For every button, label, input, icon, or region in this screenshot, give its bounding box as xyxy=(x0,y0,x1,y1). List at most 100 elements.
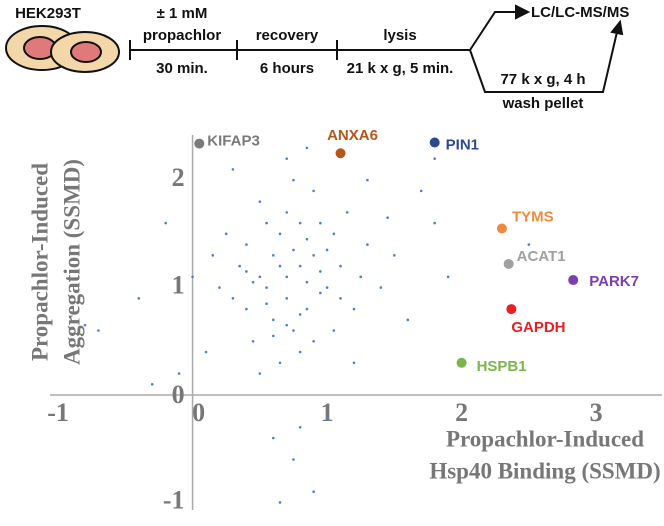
point xyxy=(271,318,275,322)
point xyxy=(352,307,356,311)
point xyxy=(245,243,248,246)
point xyxy=(312,254,315,257)
point xyxy=(292,178,295,182)
point xyxy=(265,286,268,289)
point xyxy=(218,286,221,289)
point xyxy=(231,297,235,300)
highlight-label: ANXA6 xyxy=(327,127,378,144)
point xyxy=(278,232,282,236)
highlight-label: GAPDH xyxy=(511,319,565,336)
point xyxy=(224,232,228,236)
point xyxy=(278,361,282,365)
point xyxy=(97,329,100,332)
point xyxy=(164,221,167,225)
point xyxy=(319,291,322,295)
point xyxy=(312,490,315,494)
point xyxy=(285,157,289,160)
point xyxy=(433,221,436,225)
point xyxy=(204,350,208,354)
point xyxy=(339,264,342,268)
point xyxy=(150,382,154,386)
x-tick-label: 3 xyxy=(590,398,603,427)
x-axis-title: Propachlor-Induced xyxy=(446,426,644,451)
point xyxy=(231,168,235,171)
highlight-point xyxy=(335,148,346,159)
point xyxy=(251,280,255,284)
point xyxy=(271,334,275,338)
point xyxy=(298,264,302,268)
step-duration: 21 k x g, 5 min. xyxy=(347,60,454,77)
nucleus xyxy=(70,41,102,63)
x-axis-title: Hsp40 Binding (SSMD) xyxy=(429,458,660,483)
step-duration: 30 min. xyxy=(156,60,208,77)
x-tick-label: -1 xyxy=(47,398,69,427)
arrowhead xyxy=(515,4,531,20)
point xyxy=(191,275,194,279)
point xyxy=(285,275,289,279)
y-tick-label: -1 xyxy=(163,485,185,514)
point xyxy=(211,254,215,257)
point xyxy=(292,458,295,461)
step-label: recovery xyxy=(256,27,319,44)
point xyxy=(292,329,295,332)
pellet-step: wash pellet xyxy=(502,95,584,112)
point xyxy=(312,189,315,193)
step-label: lysis xyxy=(383,27,416,44)
point xyxy=(83,323,87,327)
point xyxy=(433,157,436,160)
y-tick-label: 1 xyxy=(172,271,185,300)
point xyxy=(379,286,383,289)
point xyxy=(285,323,289,327)
point xyxy=(258,275,262,279)
y-axis-title: Aggregation (SSMD) xyxy=(59,159,84,365)
point xyxy=(238,264,241,268)
highlight-label: KIFAP3 xyxy=(207,133,260,150)
point xyxy=(298,313,302,316)
point xyxy=(265,221,268,225)
point xyxy=(359,275,363,279)
point xyxy=(245,270,248,273)
highlight-point xyxy=(506,304,517,315)
point xyxy=(278,501,282,504)
point xyxy=(319,221,322,225)
point xyxy=(137,297,141,300)
highlight-label: PIN1 xyxy=(446,136,479,153)
point xyxy=(325,248,329,252)
step-duration: 6 hours xyxy=(260,60,314,77)
point xyxy=(278,264,282,268)
point xyxy=(386,216,389,220)
y-tick-label: 0 xyxy=(172,380,185,409)
point xyxy=(393,254,396,257)
highlight-point xyxy=(496,223,507,234)
point xyxy=(305,307,309,311)
output-label: LC/LC-MS/MS xyxy=(531,4,629,21)
point xyxy=(251,340,255,343)
point xyxy=(292,248,295,252)
point xyxy=(419,189,423,193)
point xyxy=(312,340,315,343)
highlight-point xyxy=(568,275,579,286)
pellet-step: 77 k x g, 4 h xyxy=(500,71,585,88)
point xyxy=(325,286,329,289)
y-axis-title: Propachlor-Induced xyxy=(27,163,52,361)
x-tick-label: 2 xyxy=(455,398,468,427)
highlight-label: ACAT1 xyxy=(517,248,566,265)
point xyxy=(258,372,262,375)
point xyxy=(265,302,268,305)
point xyxy=(319,270,322,273)
highlight-label: HSPB1 xyxy=(477,358,527,375)
point xyxy=(345,211,349,214)
y-tick-label: 2 xyxy=(172,163,185,192)
point xyxy=(352,361,356,365)
highlight-label: TYMS xyxy=(512,208,554,225)
point xyxy=(406,318,410,322)
point xyxy=(366,178,369,182)
point xyxy=(285,297,289,300)
point xyxy=(271,254,275,257)
x-tick-label: 1 xyxy=(321,398,334,427)
point xyxy=(305,237,309,241)
x-tick-label: 0 xyxy=(192,398,205,427)
point xyxy=(305,146,309,150)
point xyxy=(245,307,248,311)
